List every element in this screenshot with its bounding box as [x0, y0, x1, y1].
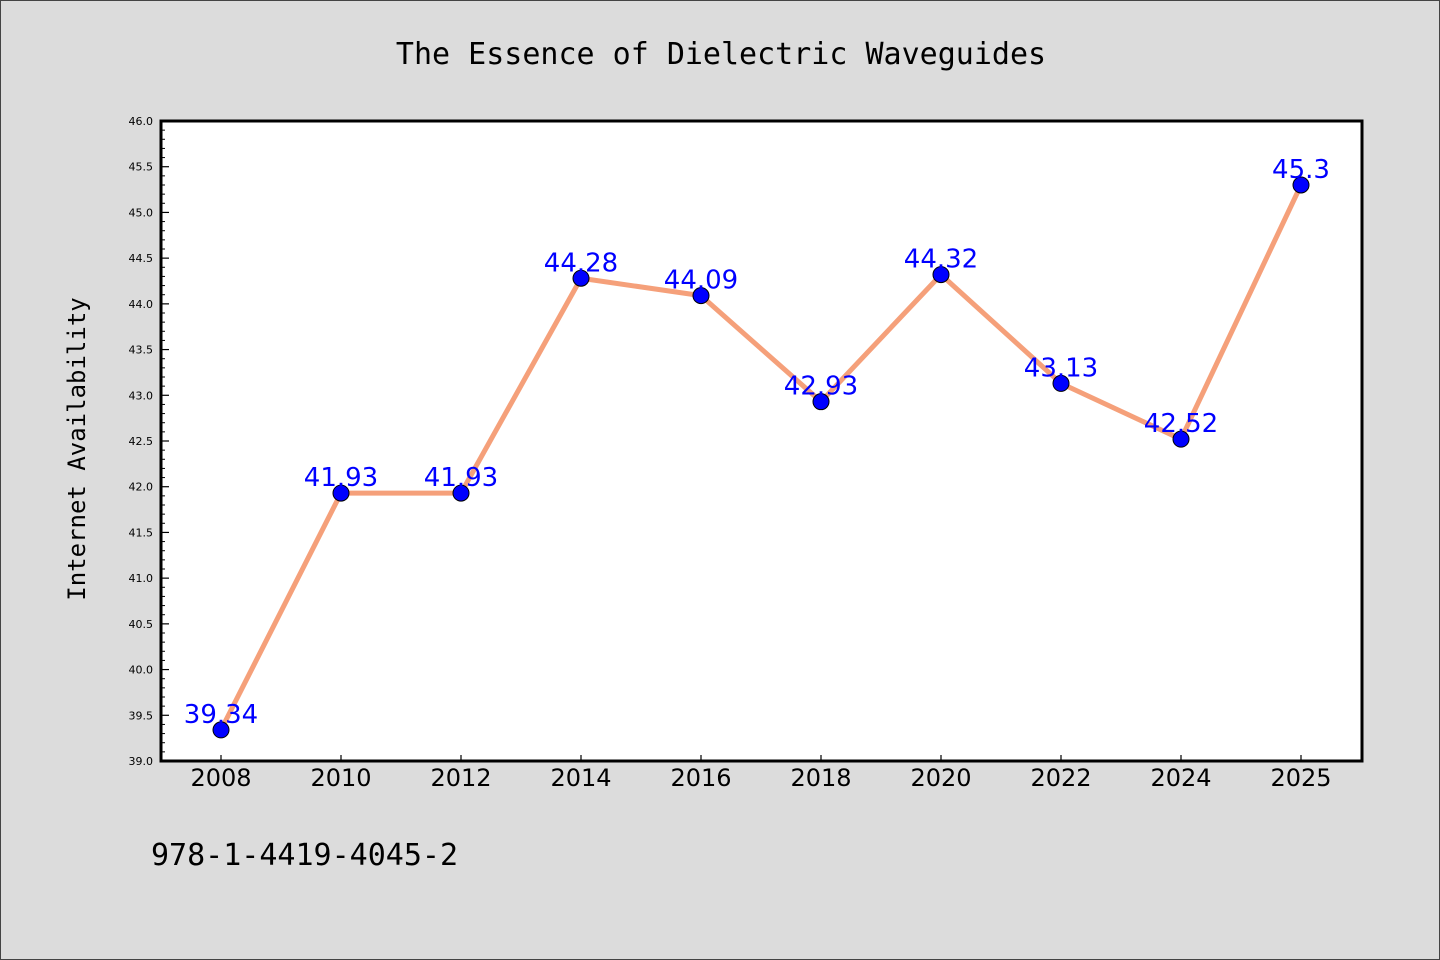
series-markers-group [212, 176, 1310, 739]
data-label: 41.93 [304, 463, 378, 493]
series-line [218, 182, 1304, 733]
y-tick-label: 41.0 [129, 572, 154, 585]
y-tick-label: 40.0 [129, 664, 154, 677]
data-label: 42.93 [784, 372, 858, 402]
y-tick-label: 43.0 [129, 389, 154, 402]
data-label: 41.93 [424, 463, 498, 493]
data-label: 43.13 [1024, 353, 1098, 383]
y-axis: 39.0 39.5 40.0 40.5 41.0 41.5 42.0 42.5 43.0 43.5… [129, 115, 169, 768]
y-tick-label: 45.0 [129, 206, 154, 219]
x-tick-label: 2012 [430, 764, 491, 792]
data-label: 42.52 [1144, 409, 1218, 439]
y-tick-label: 42.5 [129, 435, 154, 448]
data-labels-group: 39.34 41.93 41.93 44.28 44.09 42.93 44.32 43.13… [184, 155, 1330, 730]
data-point [212, 721, 230, 739]
data-point [1292, 176, 1310, 194]
x-tick-label: 2020 [910, 764, 971, 792]
x-tick-label: 2018 [790, 764, 851, 792]
x-tick-label: 2025 [1270, 764, 1331, 792]
data-point [332, 484, 350, 502]
data-label: 44.32 [904, 245, 978, 275]
data-point [812, 393, 830, 411]
y-tick-label: 46.0 [129, 115, 154, 128]
x-tick-label: 2022 [1030, 764, 1091, 792]
data-label: 39.34 [184, 700, 258, 730]
y-tick-label: 45.5 [129, 161, 154, 174]
y-tick-label: 39.0 [129, 755, 154, 768]
data-point [452, 484, 470, 502]
y-tick-label: 43.5 [129, 344, 154, 357]
data-label: 45.3 [1272, 155, 1330, 185]
data-label: 44.28 [544, 248, 618, 278]
data-point [692, 287, 710, 305]
x-tick-label: 2010 [310, 764, 371, 792]
chart-title: The Essence of Dielectric Waveguides [396, 37, 1046, 72]
y-tick-label: 41.5 [129, 526, 154, 539]
data-label: 44.09 [664, 266, 738, 296]
x-tick-label: 2024 [1150, 764, 1211, 792]
y-tick-label: 40.5 [129, 618, 154, 631]
data-point [932, 266, 950, 284]
series-line-group [218, 182, 1304, 733]
x-tick-label: 2014 [550, 764, 611, 792]
x-tick-label: 2016 [670, 764, 731, 792]
y-tick-label: 42.0 [129, 481, 154, 494]
x-axis: 2008 2010 2012 2014 2016 2018 2020 2022 2024 2025 [190, 755, 1332, 792]
y-tick-label: 44.0 [129, 298, 154, 311]
x-tick-label: 2008 [190, 764, 251, 792]
y-tick-label: 39.5 [129, 709, 154, 722]
isbn-text: 978-1-4419-4045-2 [151, 838, 458, 873]
y-tick-label: 44.5 [129, 252, 154, 265]
data-point [1052, 374, 1070, 392]
y-axis-label: Internet Availability [63, 297, 91, 600]
plot-area [159, 119, 1364, 763]
data-point [572, 269, 590, 287]
data-point [1172, 430, 1190, 448]
